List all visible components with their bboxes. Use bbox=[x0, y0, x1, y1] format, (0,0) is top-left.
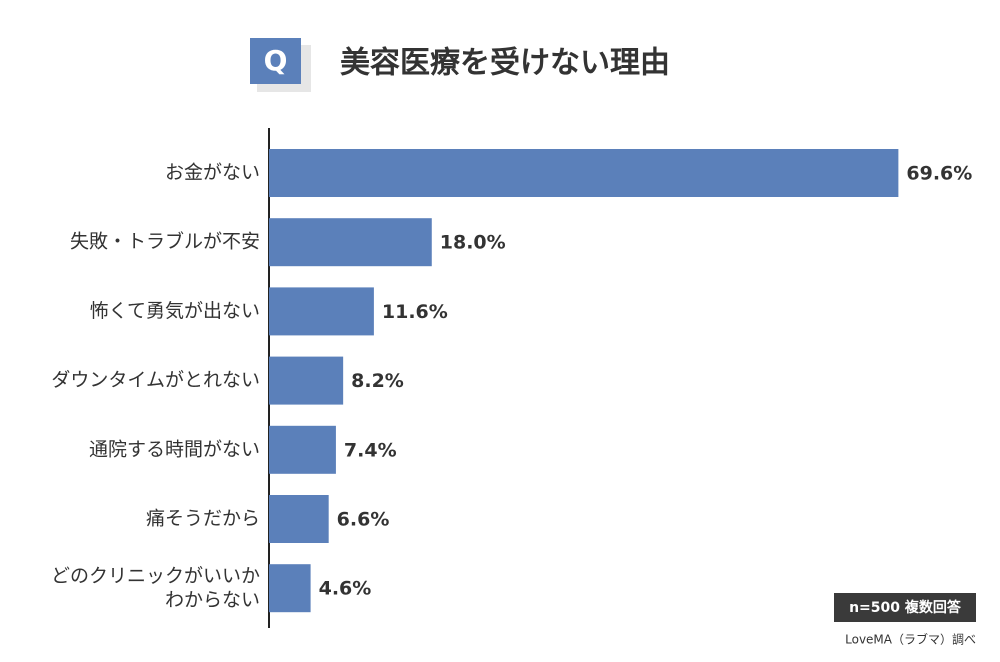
category-label: お金がない bbox=[165, 162, 260, 184]
category-label: どのクリニックがいいかわからない bbox=[51, 565, 260, 611]
bar bbox=[269, 356, 344, 405]
bar bbox=[269, 287, 374, 336]
badge bbox=[250, 38, 301, 84]
value-label: 8.2% bbox=[351, 370, 404, 392]
category-label: 通院する時間がない bbox=[89, 438, 260, 460]
category-label: ダウンタイムがとれない bbox=[51, 369, 260, 391]
source: LoveMA（ラブマ）調べ bbox=[845, 632, 976, 647]
value-label: 7.4% bbox=[344, 439, 397, 461]
value-label: 18.0% bbox=[440, 232, 506, 254]
value-label: 11.6% bbox=[382, 301, 448, 323]
chart-title: 美容医療を受けない理由 bbox=[340, 46, 670, 81]
category-label: 痛そうだから bbox=[146, 508, 260, 530]
note: n=500 複数回答 bbox=[849, 599, 962, 616]
value-label: 4.6% bbox=[319, 578, 372, 600]
bar bbox=[269, 425, 336, 474]
bar bbox=[269, 564, 311, 613]
note-box bbox=[834, 593, 976, 622]
category-label: 怖くて勇気が出ない bbox=[90, 300, 260, 322]
bar bbox=[269, 495, 329, 543]
category-label: 失敗・トラブルが不安 bbox=[70, 230, 260, 253]
bar bbox=[269, 218, 432, 267]
value-label: 6.6% bbox=[337, 509, 390, 531]
bar bbox=[269, 149, 899, 197]
value-label: 69.6% bbox=[906, 163, 972, 185]
badge-text: Q bbox=[264, 44, 288, 77]
